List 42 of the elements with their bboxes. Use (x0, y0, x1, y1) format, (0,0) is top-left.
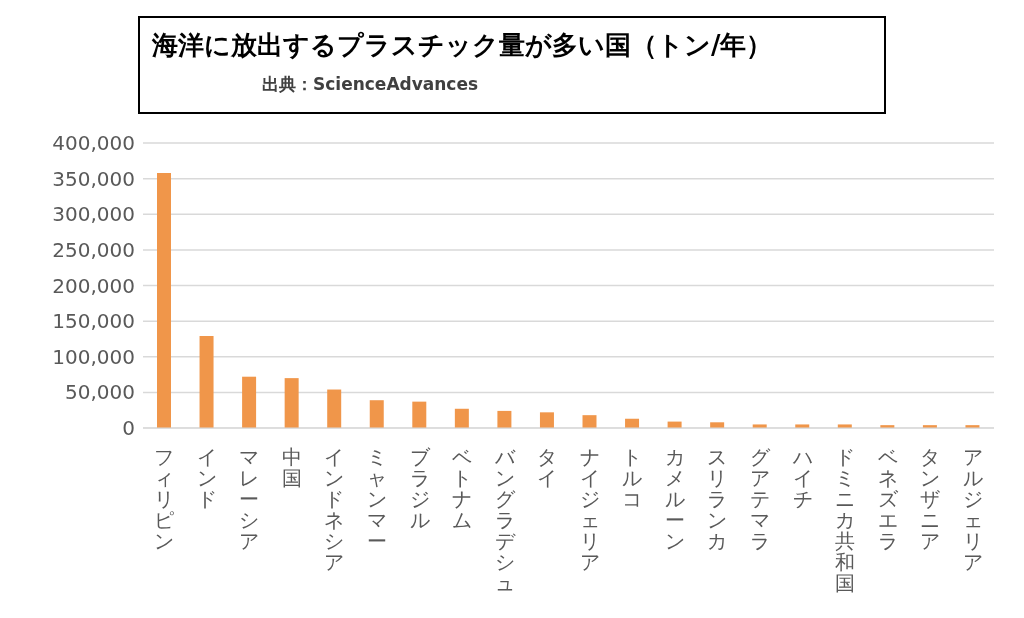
x-tick-label: アルジェリア (962, 445, 983, 574)
y-tick-label: 50,000 (65, 380, 135, 405)
bar (539, 412, 554, 428)
y-tick-label: 300,000 (52, 202, 135, 227)
y-tick-label: 200,000 (52, 273, 135, 298)
x-tick-label: トルコ (622, 445, 643, 511)
y-tick-label: 100,000 (52, 344, 135, 369)
bar (412, 401, 427, 428)
bar (582, 415, 597, 428)
y-tick-label: 400,000 (52, 131, 135, 156)
bar (284, 378, 299, 428)
x-tick-label: フィリピン (154, 445, 175, 553)
x-tick-label: ハイチ (791, 445, 813, 511)
x-tick-label: カメルーン (664, 445, 685, 553)
x-tick-label: ドミニカ共和国 (835, 445, 856, 595)
bar (454, 408, 469, 428)
bar (242, 376, 257, 428)
x-tick-label: グアテマラ (749, 445, 771, 553)
x-tick-label: インド (196, 445, 217, 511)
y-tick-label: 150,000 (52, 309, 135, 334)
bar (199, 336, 214, 428)
bar (497, 410, 512, 428)
x-tick-label: 中国 (281, 445, 302, 490)
bar (157, 172, 171, 428)
x-tick-label: スリランカ (707, 445, 728, 553)
chart-title: 海洋に放出するプラスチック量が多い国（トン/年） (152, 29, 774, 62)
bar (369, 400, 384, 428)
x-tick-label: マレーシア (239, 445, 260, 553)
x-tick-label: ブラジル (409, 445, 431, 532)
x-tick-label: ベトナム (452, 445, 473, 532)
x-tick-label: タイ (537, 445, 558, 490)
x-tick-label: インドネシア (324, 445, 345, 574)
x-tick-label: バングラデシュ (493, 445, 516, 595)
chart-subtitle: 出典：ScienceAdvances (262, 73, 480, 96)
y-tick-label: 350,000 (52, 166, 135, 191)
y-tick-label: 250,000 (52, 237, 135, 262)
bar (327, 389, 342, 428)
x-tick-label: タンザニア (920, 445, 941, 553)
x-tick-label: ナイジェリア (579, 445, 600, 574)
x-tick-label: ベネズエラ (877, 445, 899, 553)
x-tick-label: ミャンマー (367, 445, 388, 553)
y-tick-label: 0 (122, 416, 135, 441)
